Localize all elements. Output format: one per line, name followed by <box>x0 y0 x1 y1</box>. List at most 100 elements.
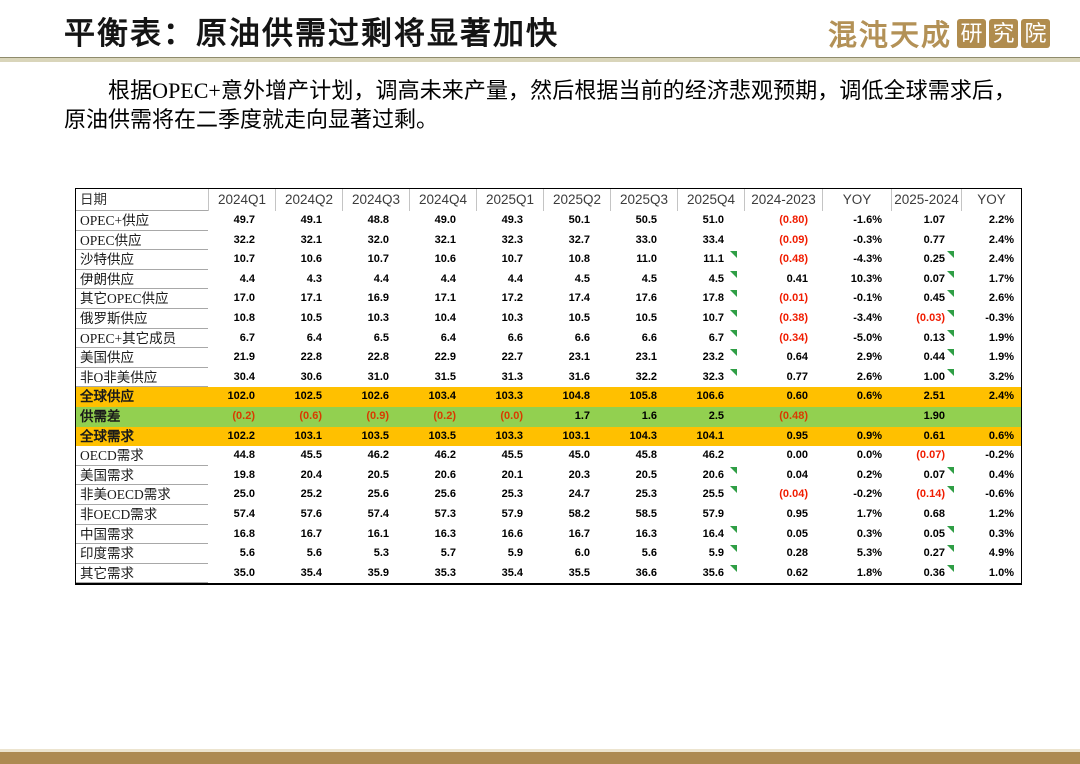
table-cell: 16.1 <box>367 527 389 540</box>
column-header: 2025Q4 <box>677 189 744 211</box>
table-cell: 46.2 <box>702 449 724 462</box>
table-cell: 57.3 <box>434 507 456 520</box>
table-cell: 3.2% <box>988 370 1014 383</box>
table-cell: 102.5 <box>294 390 322 403</box>
column-header: 2024Q3 <box>342 189 409 211</box>
table-cell: 1.2% <box>988 507 1014 520</box>
table-cell: 48.8 <box>367 214 389 226</box>
table-row: 全球需求 102.2 103.1 103.5 103.5 103.3 103.1 104.3 1… <box>76 426 1021 447</box>
table-row: 非OECD需求 57.4 57.6 57.4 57.3 57.9 58.2 58.5 57.9 0… <box>76 505 1021 525</box>
cell-flag-icon <box>730 486 737 494</box>
table-cell: 0.00 <box>786 449 808 462</box>
table-cell: 58.5 <box>635 507 657 520</box>
table-cell: 103.5 <box>361 429 389 442</box>
cell-flag-icon <box>730 368 737 376</box>
table-cell: 0.3% <box>988 527 1014 540</box>
table-cell: 20.6 <box>434 468 456 481</box>
table-cell: 0.36 <box>891 564 961 584</box>
table-cell: 57.9 <box>501 507 523 520</box>
table-cell: 31.0 <box>367 370 389 383</box>
table-cell: 0.2% <box>856 468 882 481</box>
table-cell: 20.3 <box>568 468 590 481</box>
table-cell: 11.0 <box>636 253 657 266</box>
row-label: 其它OPEC供应 <box>76 289 208 309</box>
table-cell: 19.8 <box>233 468 255 481</box>
table-cell: 0.62 <box>786 566 808 579</box>
table-cell: 0.27 <box>891 544 961 564</box>
cell-flag-icon <box>730 251 737 259</box>
cell-flag-icon <box>947 486 954 494</box>
balance-table: 日期 2024Q1 2024Q2 2024Q3 2024Q4 2025Q1 2025Q2 20… <box>75 188 1022 586</box>
table-cell: 57.9 <box>702 507 724 520</box>
table-cell: 2.51 <box>923 390 945 403</box>
table-cell: 0.68 <box>923 507 945 520</box>
table-cell: 49.3 <box>501 214 523 226</box>
cell-flag-icon <box>730 290 737 298</box>
cell-flag-icon <box>730 564 737 572</box>
table-cell: 32.7 <box>568 233 590 246</box>
column-header: YOY <box>822 189 891 211</box>
table-cell: 2.6% <box>856 370 882 383</box>
table-cell: 0.05 <box>786 527 808 540</box>
table-row: 其它需求 35.0 35.4 35.9 35.3 35.4 35.5 36.6 35.6 0.62… <box>76 564 1021 584</box>
table-cell: 0.95 <box>786 507 808 520</box>
table-cell: 103.5 <box>428 429 456 442</box>
table-cell: 2.4% <box>988 253 1014 266</box>
table-cell: 1.7 <box>574 409 590 422</box>
table-cell: 25.3 <box>635 488 657 501</box>
table-cell: 57.4 <box>367 507 389 520</box>
table-cell: 10.4 <box>434 311 456 324</box>
table-cell: 35.9 <box>367 566 389 579</box>
table-cell: 0.6% <box>856 390 882 403</box>
table-cell: 5.6 <box>641 547 657 560</box>
table-cell: (0.38) <box>779 311 808 324</box>
table-cell: 0.95 <box>786 429 808 442</box>
table-cell: 104.3 <box>629 429 657 442</box>
column-header: 2024Q2 <box>275 189 342 211</box>
table-cell: 0.4% <box>988 468 1014 481</box>
table-cell: 102.2 <box>227 429 255 442</box>
table-cell: 103.1 <box>562 429 590 442</box>
table-cell: 5.6 <box>239 547 255 560</box>
table-cell: 10.8 <box>568 253 590 266</box>
table-cell: 10.6 <box>300 253 322 266</box>
table-cell: 16.8 <box>233 527 255 540</box>
table-cell: 102.6 <box>361 390 389 403</box>
table-cell: 4.4 <box>239 272 255 285</box>
table-cell: 4.4 <box>507 272 523 285</box>
table-cell: (0.14) <box>891 485 961 505</box>
logo-seal-char: 究 <box>989 18 1018 48</box>
table-cell: 30.6 <box>300 370 322 383</box>
page-title: 平衡表：原油供需过剩将显著加快 <box>64 16 559 51</box>
table-row: 美国需求 19.8 20.4 20.5 20.6 20.1 20.3 20.5 20.6 0.04… <box>76 466 1021 486</box>
table-cell: -0.2% <box>853 488 882 501</box>
table-cell: 5.3% <box>856 547 882 560</box>
table-cell: 5.3 <box>373 547 389 560</box>
table-cell: 49.7 <box>233 214 255 226</box>
table-cell: 22.8 <box>367 351 389 364</box>
table-cell: 103.1 <box>294 429 322 442</box>
row-label: 全球需求 <box>80 428 134 444</box>
table-cell: 2.2% <box>988 214 1014 226</box>
column-header: 2025Q3 <box>610 189 677 211</box>
logo-seal-char: 院 <box>1021 18 1050 48</box>
table-cell: 6.6 <box>641 331 657 344</box>
table-cell: 1.9% <box>988 331 1014 344</box>
table-cell: -3.4% <box>853 311 882 324</box>
cell-flag-icon <box>730 545 737 553</box>
table-cell: -4.3% <box>853 253 882 266</box>
table-cell: 0.77 <box>923 233 945 246</box>
table-row: 中国需求 16.8 16.7 16.1 16.3 16.6 16.7 16.3 16.4 0.05… <box>76 525 1021 545</box>
table-cell: 0.05 <box>891 525 961 545</box>
table-row: OPEC供应 32.2 32.1 32.0 32.1 32.3 32.7 33.0 33.4 (0… <box>76 231 1021 251</box>
table-cell: 22.7 <box>501 351 523 364</box>
table-cell: 0.28 <box>786 547 808 560</box>
intro-paragraph: 根据OPEC+意外增产计划，调高未来产量，然后根据当前的经济悲观预期，调低全球需… <box>64 78 1016 132</box>
cell-flag-icon <box>730 525 737 533</box>
table-cell: 32.0 <box>367 233 389 246</box>
row-label: 全球供应 <box>80 389 134 405</box>
table-cell: 25.0 <box>233 488 255 501</box>
row-label: 印度需求 <box>76 544 208 564</box>
table-cell: 49.0 <box>434 214 456 226</box>
table-cell: 4.5 <box>677 270 744 290</box>
